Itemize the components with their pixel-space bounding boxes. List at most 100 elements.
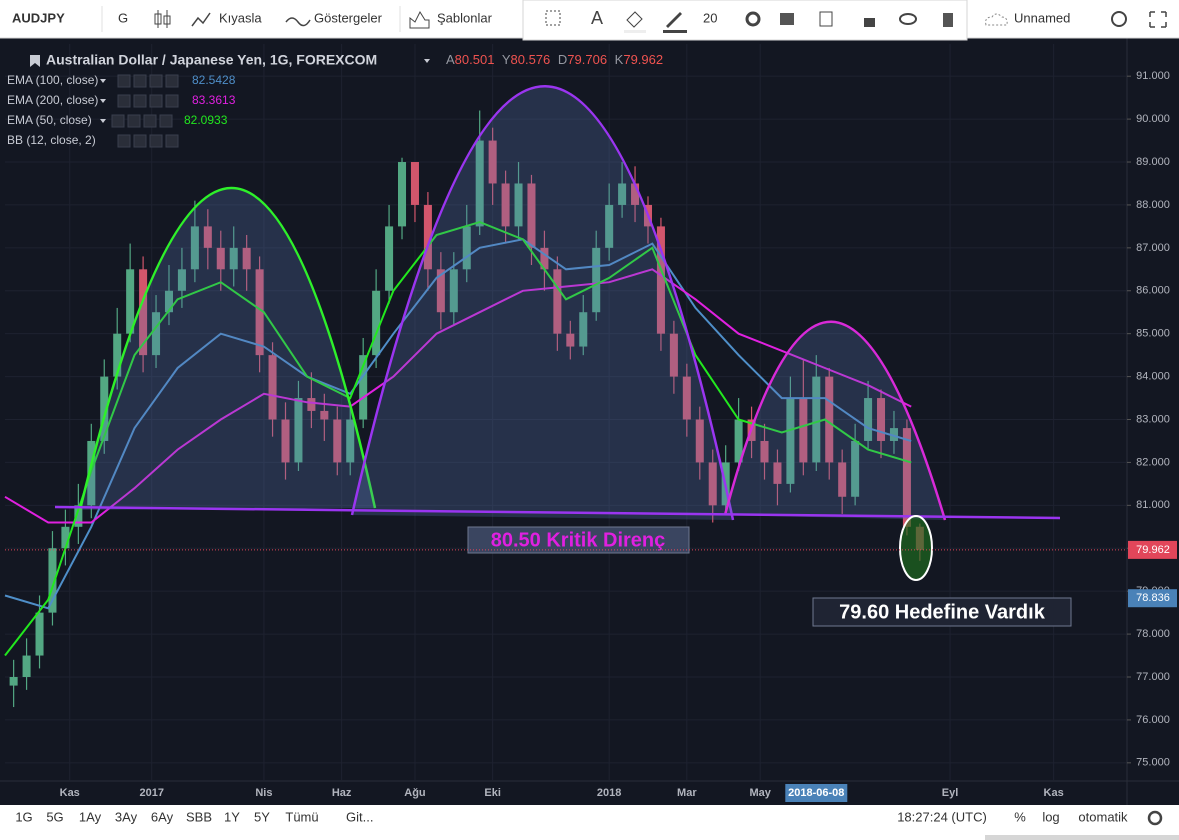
compare-button[interactable]: Kıyasla	[219, 10, 262, 25]
arc-right-shoulder	[723, 320, 947, 521]
x-tick-label: Mar	[677, 787, 697, 799]
y-tick-label: 89.000	[1136, 156, 1170, 168]
range-button[interactable]: SBB	[186, 809, 212, 824]
candle-body	[22, 655, 31, 678]
clone-tool[interactable]	[819, 11, 833, 27]
candle-body	[501, 183, 510, 227]
range-button[interactable]: Tümü	[285, 809, 318, 824]
legend-control[interactable]	[149, 94, 163, 108]
indicator-value: 82.0933	[184, 113, 228, 127]
range-button[interactable]: 6Ay	[151, 809, 174, 824]
legend-control[interactable]	[117, 134, 131, 148]
indicator-value: 83.3613	[192, 93, 236, 107]
price-label: 78.836	[1136, 592, 1170, 604]
candle-body	[786, 398, 795, 484]
delete-tool[interactable]	[943, 13, 953, 27]
layers-tool[interactable]	[780, 13, 794, 25]
legend-control[interactable]	[127, 114, 141, 128]
compare-icon	[191, 12, 211, 27]
candle-body	[346, 419, 355, 463]
indicator-name: EMA (100, close)	[7, 73, 98, 87]
chart-title[interactable]: Australian Dollar / Japanese Yen, 1G, FO…	[46, 52, 377, 68]
candle-body	[877, 398, 886, 441]
select-tool[interactable]	[545, 10, 561, 26]
font-size-button[interactable]: 20	[703, 10, 717, 25]
layout-name[interactable]: Unnamed	[1014, 10, 1070, 25]
candle-body	[812, 376, 821, 463]
symbol-button[interactable]: AUDJPY	[12, 10, 65, 25]
lock-tool[interactable]	[864, 18, 875, 27]
legend-control[interactable]	[111, 114, 125, 128]
legend-control[interactable]	[159, 114, 173, 128]
candle-body	[164, 290, 173, 313]
legend-control[interactable]	[133, 134, 147, 148]
range-button[interactable]: 1G	[15, 809, 32, 824]
candle-body	[320, 410, 329, 420]
text-tool[interactable]: A	[591, 8, 603, 28]
ohlc-key: Y	[502, 52, 511, 67]
axes: 75.00076.00077.00078.00079.00080.00081.0…	[5, 70, 1177, 802]
candle-body	[540, 247, 549, 270]
legend-control[interactable]	[117, 94, 131, 108]
candle-body	[462, 226, 471, 270]
fullscreen-button[interactable]	[1149, 11, 1167, 28]
grid	[5, 44, 1127, 780]
candle-body	[708, 462, 717, 506]
settings-tool[interactable]	[745, 11, 761, 27]
templates-button[interactable]: Şablonlar	[437, 10, 493, 25]
range-button[interactable]: 1Ay	[79, 809, 102, 824]
legend-control[interactable]	[165, 74, 179, 88]
range-button[interactable]: 1Y	[224, 809, 240, 824]
candle-body	[734, 419, 743, 463]
ema-line	[4, 238, 912, 610]
candle-body	[48, 548, 57, 613]
log-button[interactable]: log	[1042, 809, 1059, 824]
indicators-button[interactable]: Göstergeler	[314, 10, 383, 25]
range-button[interactable]: 3Ay	[115, 809, 138, 824]
arc-left-shoulder	[78, 186, 377, 511]
candle-body	[449, 269, 458, 313]
x-tick-label: Kas	[1044, 787, 1064, 799]
candle-body	[385, 226, 394, 291]
ema-line	[4, 268, 912, 524]
candle-body	[799, 398, 808, 463]
legend-control[interactable]	[165, 94, 179, 108]
x-tick-label: Ağu	[404, 787, 425, 799]
goto-button[interactable]: Git...	[346, 809, 373, 824]
top-toolbar: AUDJPY G Kıyasla Göstergeler Şablonlar A…	[0, 0, 1179, 41]
candle-body	[436, 269, 445, 313]
auto-button[interactable]: otomatik	[1078, 809, 1128, 824]
line-tool[interactable]	[666, 12, 682, 28]
percent-button[interactable]: %	[1014, 809, 1026, 824]
legend-control[interactable]	[133, 74, 147, 88]
visibility-tool[interactable]	[899, 13, 917, 25]
legend-control[interactable]	[149, 134, 163, 148]
candle-body	[760, 440, 769, 463]
y-tick-label: 75.000	[1136, 757, 1170, 769]
legend-control[interactable]	[143, 114, 157, 128]
scale-settings[interactable]	[1147, 810, 1163, 826]
range-button[interactable]: 5G	[46, 809, 63, 824]
y-tick-label: 88.000	[1136, 199, 1170, 211]
x-tick-label: Eki	[484, 787, 501, 799]
candle-body	[579, 312, 588, 347]
ohlc-value: 79.706	[567, 52, 607, 67]
legend-control[interactable]	[117, 74, 131, 88]
candle-body	[216, 247, 225, 270]
y-tick-label: 90.000	[1136, 113, 1170, 125]
price-label-bg	[1128, 589, 1177, 608]
legend-control[interactable]	[149, 74, 163, 88]
settings-button[interactable]	[1111, 11, 1127, 27]
interval-button[interactable]: G	[118, 10, 128, 25]
legend-control[interactable]	[165, 134, 179, 148]
fill-tool[interactable]	[626, 11, 643, 28]
line-color	[663, 30, 687, 33]
candle-body	[851, 440, 860, 497]
chart-type-button[interactable]	[154, 10, 171, 28]
candle-body	[229, 247, 238, 270]
x-tick-label: 2017	[139, 787, 163, 799]
legend-control[interactable]	[133, 94, 147, 108]
range-button[interactable]: 5Y	[254, 809, 270, 824]
candle-body	[359, 355, 368, 420]
x-tick-label: Kas	[60, 787, 80, 799]
